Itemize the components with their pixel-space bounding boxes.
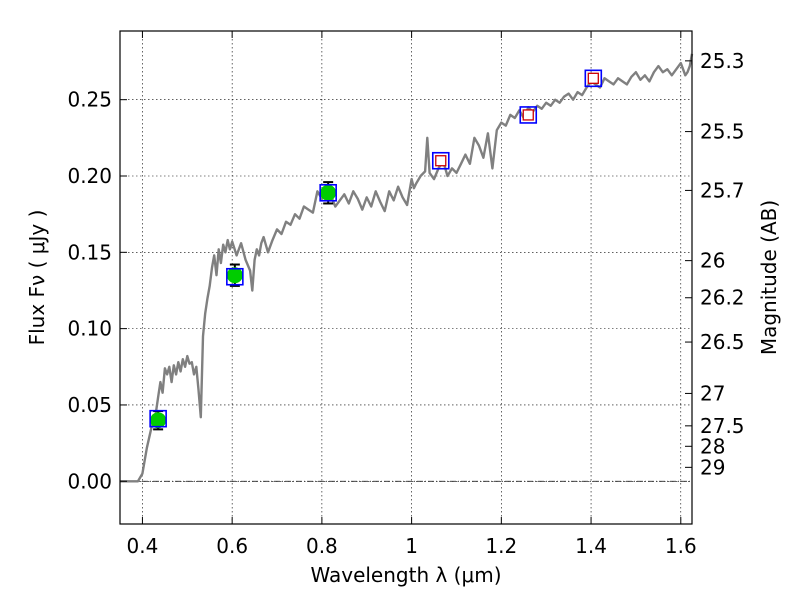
magnitude-tick-label: 26.2 <box>700 286 745 310</box>
y-tick-label: 0.05 <box>67 393 112 417</box>
x-tick-label: 1.4 <box>575 534 607 558</box>
photometry-markers <box>149 69 603 431</box>
model-flux-box <box>226 267 244 286</box>
upper-band-point <box>435 155 447 167</box>
x-axis-label: Wavelength λ (μm) <box>310 563 501 587</box>
magnitude-tick-label: 25.7 <box>700 178 745 202</box>
x-tick-label: 1 <box>405 534 418 558</box>
magnitude-tick-label: 27.5 <box>700 414 745 438</box>
x-tick-label: 0.4 <box>127 534 159 558</box>
y-axis-ticks: 0.00 0.05 0.10 0.15 0.20 0.25 <box>67 88 127 493</box>
observed-flux-point <box>226 267 243 284</box>
observed-flux-point <box>320 184 337 201</box>
magnitude-axis-label: Magnitude (AB) <box>757 200 781 355</box>
magnitude-tick-label: 29 <box>700 455 725 479</box>
x-tick-label: 0.8 <box>306 534 338 558</box>
magnitude-tick-label: 27 <box>700 381 725 405</box>
observed-flux-point <box>150 412 167 429</box>
y-tick-label: 0.25 <box>67 88 112 112</box>
y-tick-label: 0.10 <box>67 317 112 341</box>
upper-band-point <box>587 72 599 84</box>
model-flux-box <box>149 409 167 428</box>
y-tick-label: 0.15 <box>67 240 112 264</box>
magnitude-tick-label: 26 <box>700 249 725 273</box>
x-tick-label: 0.6 <box>216 534 248 558</box>
y-tick-label: 0.00 <box>67 469 112 493</box>
model-flux-box <box>519 106 538 124</box>
x-tick-label: 1.6 <box>665 534 697 558</box>
magnitude-tick-label: 26.5 <box>700 330 745 354</box>
model-flux-box <box>584 69 603 88</box>
model-flux-box <box>431 151 450 170</box>
magnitude-tick-label: 28 <box>700 434 725 458</box>
magnitude-tick-label: 25.5 <box>700 120 745 144</box>
magnitude-tick-label: 25.3 <box>700 49 745 73</box>
y-axis-label: Flux Fν ( μJy ) <box>25 210 49 346</box>
upper-band-point <box>522 109 534 121</box>
model-flux-box <box>319 183 337 202</box>
y-tick-label: 0.20 <box>67 164 112 188</box>
x-axis-ticks: 0.4 0.6 0.8 1 1.2 1.4 1.6 <box>127 31 697 558</box>
x-tick-label: 1.2 <box>485 534 517 558</box>
plot-frame <box>119 30 693 525</box>
